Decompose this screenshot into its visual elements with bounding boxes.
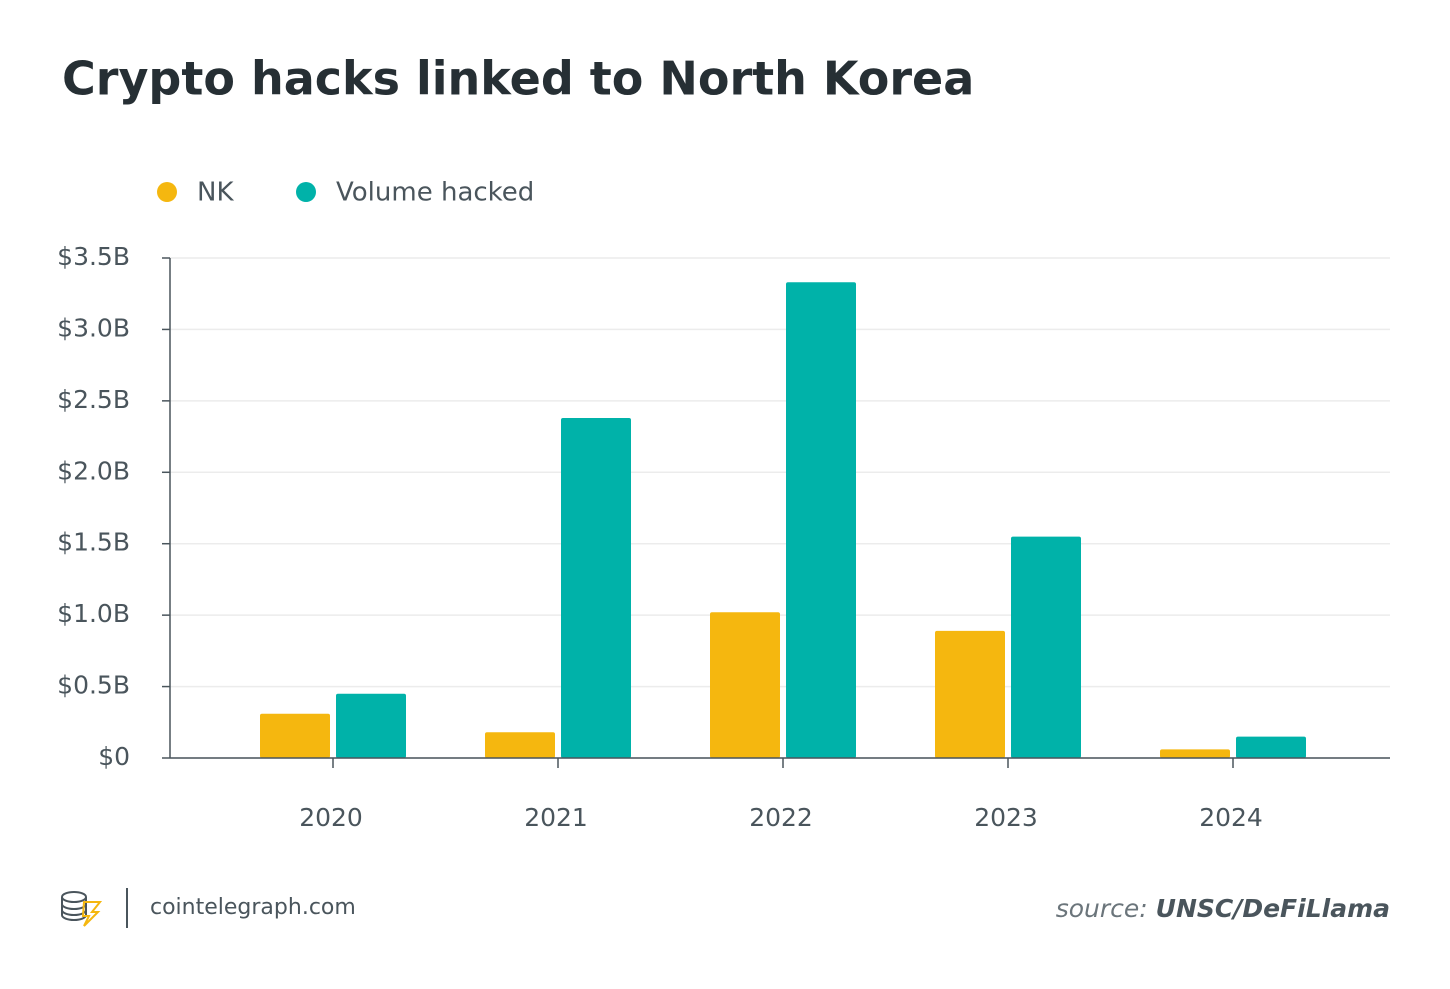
bar [336,693,406,758]
bar [561,418,631,758]
y-tick-label: $0 [98,742,130,771]
brand: cointelegraph.com [150,895,356,920]
y-tick-label: $1.0B [57,599,130,628]
bar [1160,749,1230,758]
logo [61,891,103,927]
bar [786,282,856,758]
bar [260,713,330,758]
source-value: UNSC/DeFiLlama [1156,894,1390,923]
y-tick-label: $0.5B [57,671,130,700]
y-tick-label: $2.0B [57,456,130,485]
bar [1011,536,1081,758]
source: source: UNSC/DeFiLlama [1056,894,1390,923]
x-tick-label: 2021 [524,803,588,832]
y-tick-label: $3.0B [57,313,130,342]
y-tick-label: $3.5B [57,242,130,271]
y-tick-label: $1.5B [57,528,130,557]
legend-label: NK [197,178,234,208]
x-tick-label: 2023 [974,803,1038,832]
x-tick-label: 2022 [749,803,813,832]
bar [710,612,780,758]
legend-marker [296,182,316,202]
bar [935,630,1005,758]
legend-marker [157,182,177,202]
x-tick-label: 2024 [1199,803,1263,832]
chart-title: Crypto hacks linked to North Korea [62,52,974,106]
x-tick-label: 2020 [299,803,363,832]
legend-label: Volume hacked [336,178,534,208]
y-tick-label: $2.5B [57,385,130,414]
bar [485,732,555,758]
source-label: source: [1056,894,1148,923]
bar [1236,736,1306,758]
